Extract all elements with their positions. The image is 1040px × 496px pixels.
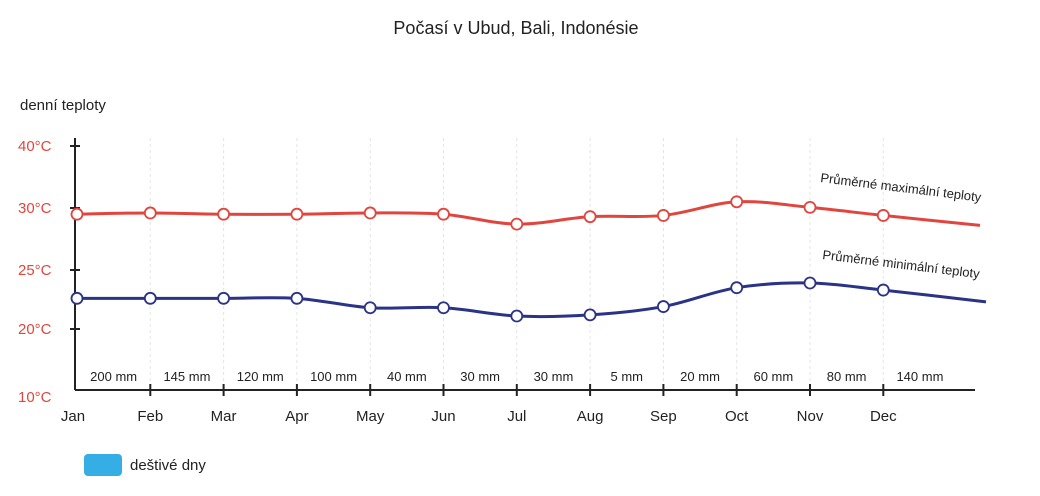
data-point xyxy=(437,301,450,315)
rainfall-label: 5 mm xyxy=(611,369,644,384)
legend-label-rainy-days: deštivé dny xyxy=(130,456,206,474)
y-tick-label: 40°C xyxy=(18,138,52,155)
data-point xyxy=(290,291,304,305)
data-point xyxy=(217,207,231,221)
data-point xyxy=(143,206,157,220)
data-point xyxy=(657,209,670,222)
data-point xyxy=(583,308,597,322)
x-tick-label: Apr xyxy=(285,408,308,425)
data-point xyxy=(217,291,231,305)
data-point xyxy=(363,301,377,315)
series-lines xyxy=(70,195,987,323)
series-labels: Průměrné maximální teploty Průměrné minim… xyxy=(820,170,983,281)
rainfall-label: 40 mm xyxy=(387,369,427,384)
data-point xyxy=(803,276,817,290)
x-tick-label: Feb xyxy=(137,408,163,425)
x-tick-label: Jun xyxy=(431,408,455,425)
rainfall-labels: 200 mm 145 mm 120 mm 100 mm 40 mm 30 mm 30 mm 5… xyxy=(90,369,943,384)
rainfall-label: 20 mm xyxy=(680,369,720,384)
y-tick-label: 25°C xyxy=(18,262,52,279)
rainfall-label: 145 mm xyxy=(163,369,210,384)
rainfall-label: 80 mm xyxy=(827,369,867,384)
x-tick-label: May xyxy=(356,408,385,425)
y-tick-labels: 40°C 30°C 25°C 20°C 10°C xyxy=(18,138,80,406)
data-point xyxy=(876,209,890,222)
x-tick-label: Nov xyxy=(797,408,824,425)
y-tick-label: 10°C xyxy=(18,389,52,406)
rainfall-label: 30 mm xyxy=(460,369,500,384)
data-point xyxy=(510,309,524,323)
data-point xyxy=(510,217,524,231)
x-tick-label: Jul xyxy=(507,408,526,425)
x-tick-label: Aug xyxy=(577,408,604,425)
rainfall-label: 200 mm xyxy=(90,369,137,384)
rainfall-label: 140 mm xyxy=(896,369,943,384)
series-line xyxy=(76,200,981,227)
rainfall-label: 120 mm xyxy=(237,369,284,384)
data-point xyxy=(363,206,377,220)
data-point xyxy=(143,291,157,305)
y-tick-label: 30°C xyxy=(18,200,52,217)
chart-title: Počasí v Ubud, Bali, Indonésie xyxy=(393,18,638,38)
legend: deštivé dny xyxy=(84,454,206,476)
legend-swatch-rainy-days xyxy=(84,454,122,476)
rainfall-label: 30 mm xyxy=(534,369,574,384)
axes xyxy=(74,138,975,391)
rainfall-label: 60 mm xyxy=(753,369,793,384)
data-point xyxy=(290,207,304,221)
series-label: Průměrné maximální teploty xyxy=(820,170,983,205)
data-point xyxy=(876,283,890,297)
data-point xyxy=(583,210,597,224)
x-tick-label: Dec xyxy=(870,408,897,425)
x-tick-label: Sep xyxy=(650,408,677,425)
grid-lines xyxy=(149,138,884,390)
data-point xyxy=(730,195,744,209)
data-point xyxy=(657,300,670,313)
y-tick-label: 20°C xyxy=(18,321,52,338)
data-point xyxy=(730,281,744,295)
series-label: Průměrné minimální teploty xyxy=(822,247,981,281)
series-line xyxy=(77,281,987,319)
data-point xyxy=(803,200,817,214)
data-point xyxy=(70,207,84,221)
y-axis-label: denní teploty xyxy=(20,97,106,114)
x-tick-label: Oct xyxy=(725,408,749,425)
x-tick-labels: Jan Feb Mar Apr May Jun Jul Aug Sep Oct Nov Dec xyxy=(61,384,897,425)
data-point xyxy=(437,207,450,221)
rainfall-label: 100 mm xyxy=(310,369,357,384)
x-tick-label: Mar xyxy=(211,408,237,425)
x-tick-label: Jan xyxy=(61,408,85,425)
data-point xyxy=(70,291,84,305)
